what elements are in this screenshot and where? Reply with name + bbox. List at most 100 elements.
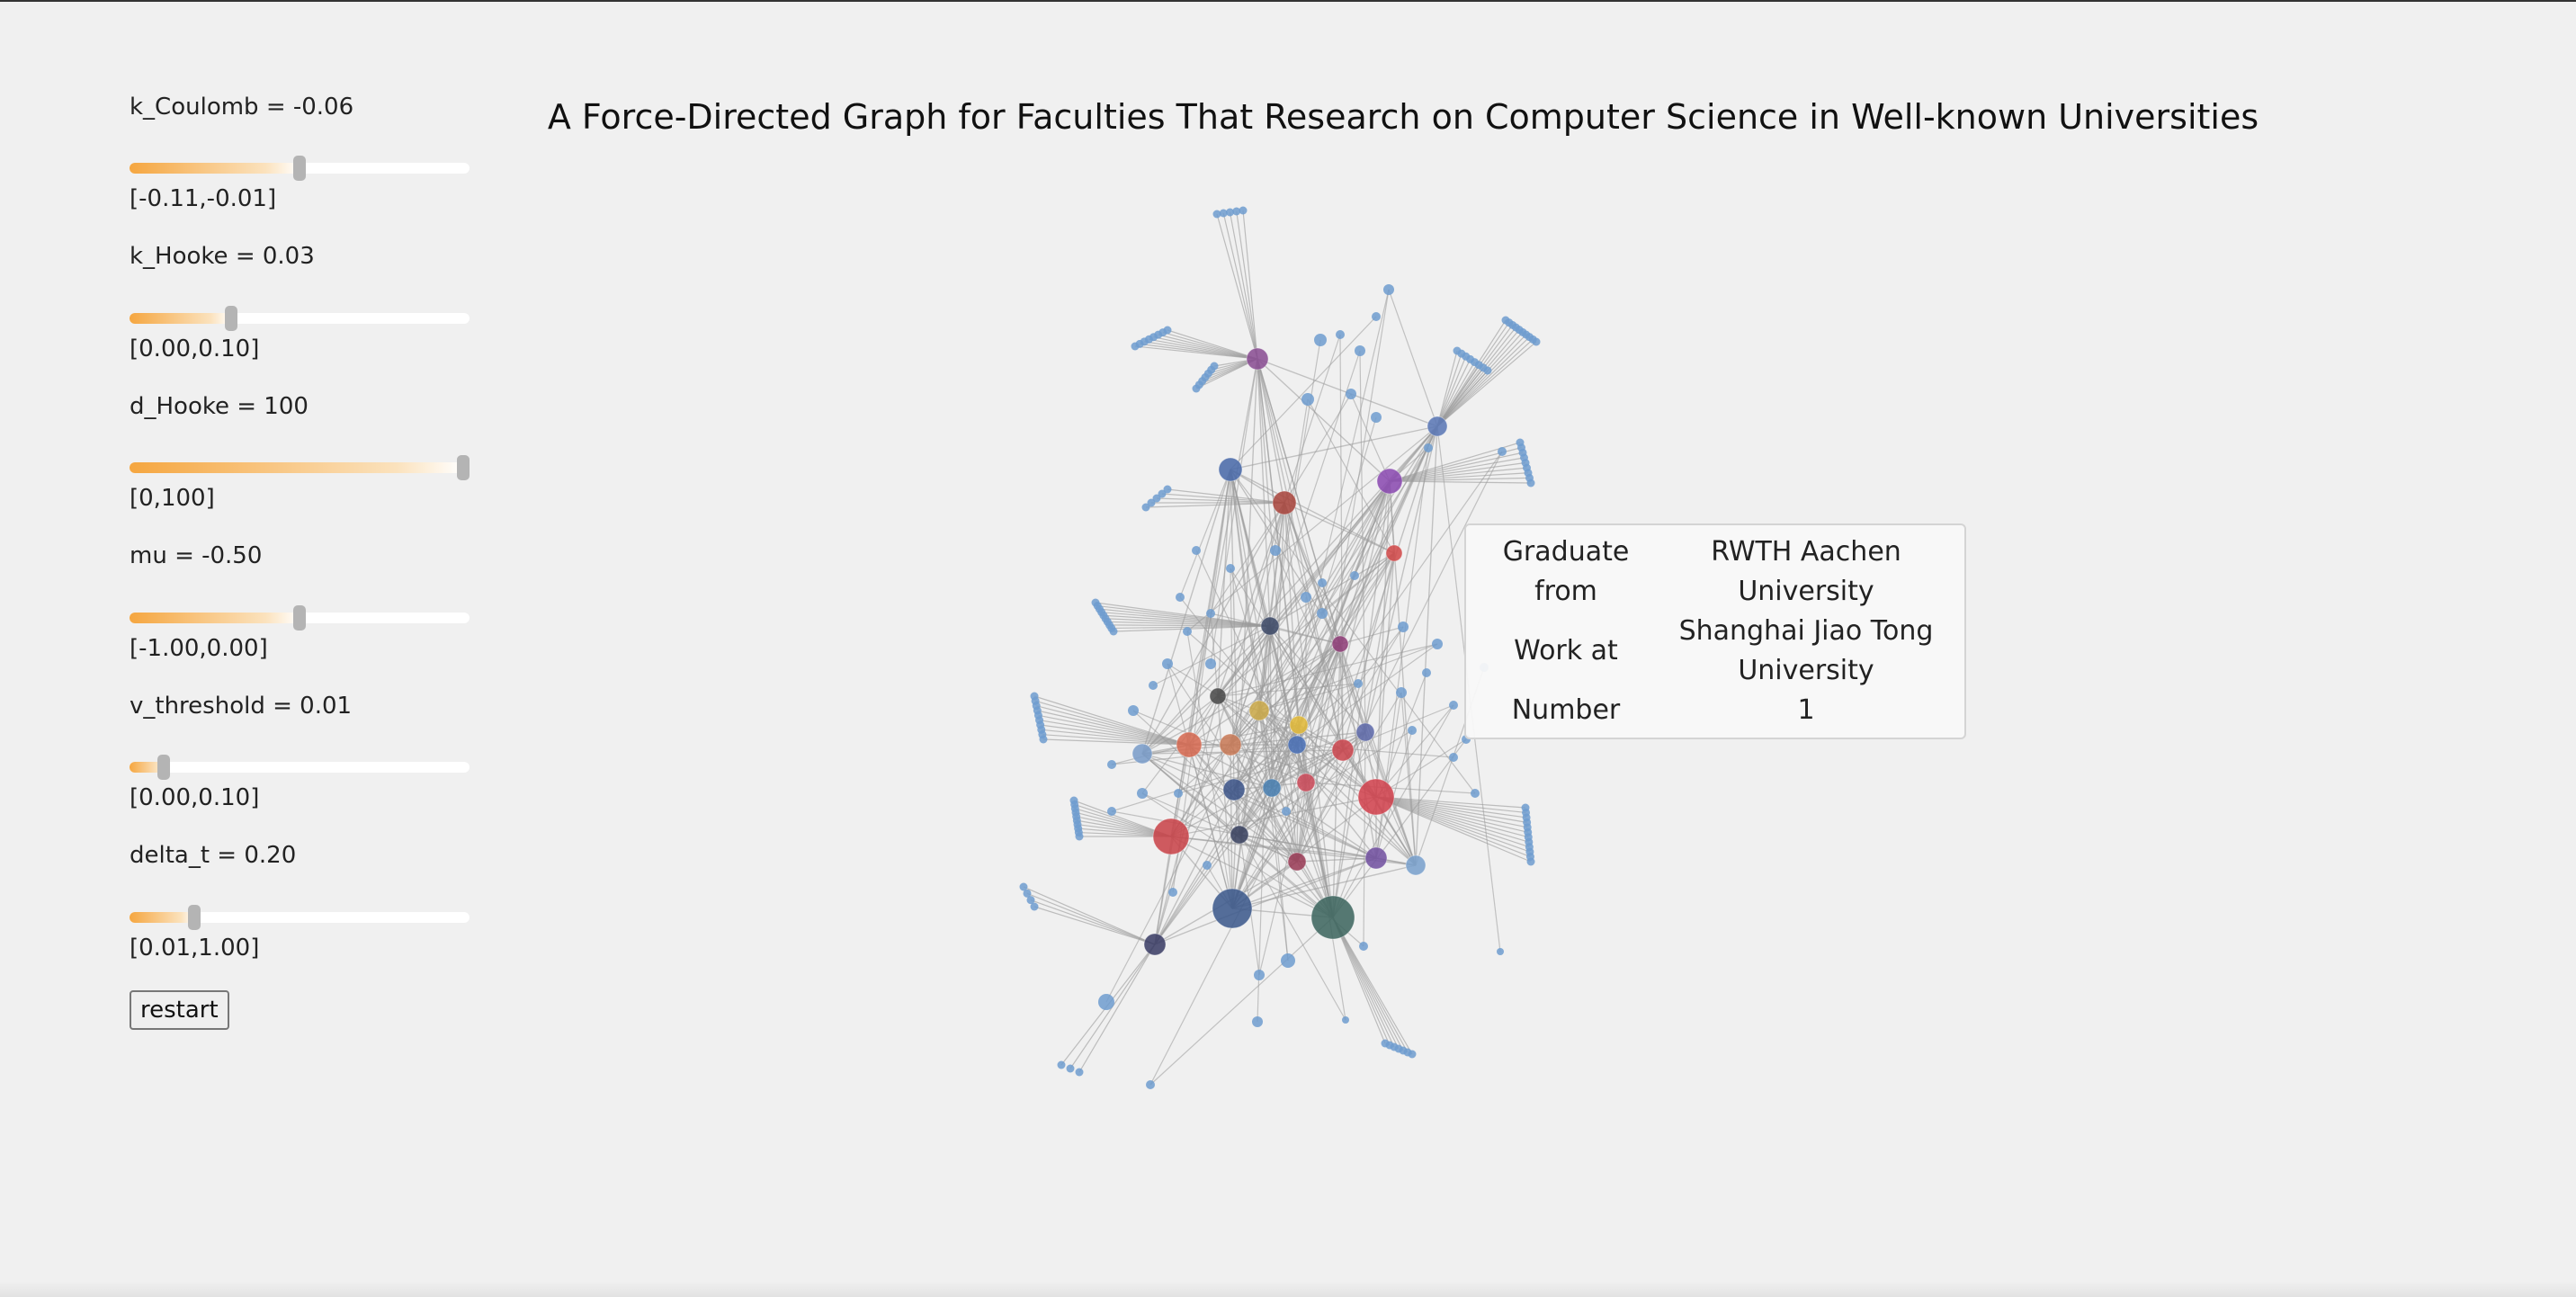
graph-node-university[interactable] (1331, 738, 1355, 762)
graph-node[interactable] (1023, 889, 1032, 898)
graph-node[interactable] (1176, 593, 1185, 602)
delta-t-slider-thumb[interactable] (187, 905, 201, 930)
graph-node-university[interactable] (1296, 773, 1316, 792)
graph-node[interactable] (1152, 494, 1161, 503)
graph-node[interactable] (1226, 564, 1235, 573)
d-hooke-slider-thumb[interactable] (457, 455, 470, 480)
graph-node[interactable] (1128, 705, 1139, 716)
graph-node[interactable] (1252, 1016, 1263, 1027)
graph-node-university[interactable] (1364, 846, 1388, 870)
v-threshold-slider[interactable] (130, 755, 470, 780)
graph-node[interactable] (1019, 882, 1028, 891)
force-directed-graph[interactable] (944, 182, 1574, 1108)
graph-node[interactable] (1026, 896, 1035, 905)
graph-node[interactable] (1422, 668, 1431, 677)
k-hooke-slider-thumb[interactable] (225, 306, 238, 331)
graph-node-university[interactable] (1272, 490, 1297, 515)
graph-node[interactable] (1147, 498, 1156, 507)
v-threshold-slider-thumb[interactable] (157, 755, 170, 780)
graph-node[interactable] (1526, 857, 1535, 866)
graph-node[interactable] (1317, 608, 1328, 619)
graph-node[interactable] (1372, 312, 1381, 321)
graph-node[interactable] (1498, 447, 1507, 456)
graph-node[interactable] (1107, 760, 1116, 769)
graph-node-university[interactable] (1246, 347, 1269, 371)
graph-node[interactable] (1449, 701, 1458, 710)
graph-node[interactable] (1149, 681, 1158, 690)
graph-node[interactable] (1342, 1016, 1349, 1024)
graph-node-university[interactable] (1152, 818, 1190, 855)
graph-node[interactable] (1432, 639, 1443, 649)
graph-node-university[interactable] (1385, 544, 1403, 562)
graph-node[interactable] (1346, 389, 1356, 399)
graph-node[interactable] (1098, 994, 1114, 1010)
graph-node[interactable] (1057, 1060, 1066, 1069)
graph-node[interactable] (1075, 832, 1084, 841)
graph-node-university[interactable] (1176, 731, 1203, 758)
graph-node[interactable] (1318, 578, 1327, 587)
graph-node-university[interactable] (1222, 778, 1246, 801)
graph-node[interactable] (1205, 658, 1216, 669)
graph-node[interactable] (1109, 627, 1118, 636)
graph-node-university[interactable] (1219, 733, 1242, 756)
graph-node[interactable] (1350, 571, 1359, 580)
graph-node[interactable] (1030, 902, 1039, 911)
graph-node[interactable] (1210, 362, 1219, 371)
graph-node[interactable] (1039, 735, 1048, 744)
k-hooke-slider[interactable] (130, 306, 470, 331)
graph-node[interactable] (1226, 208, 1234, 217)
graph-node[interactable] (1396, 687, 1407, 698)
graph-node-university[interactable] (1310, 895, 1355, 940)
graph-node-university[interactable] (1131, 743, 1153, 765)
graph-node[interactable] (1371, 412, 1382, 423)
graph-node[interactable] (1301, 592, 1311, 603)
graph-node[interactable] (1239, 206, 1248, 215)
graph-node[interactable] (1483, 366, 1492, 375)
graph-node[interactable] (1471, 789, 1480, 798)
graph-node-university[interactable] (1287, 735, 1307, 755)
delta-t-slider[interactable] (130, 905, 470, 930)
k-coulomb-slider-thumb[interactable] (293, 156, 306, 181)
graph-node[interactable] (1212, 210, 1221, 219)
graph-node[interactable] (1203, 861, 1212, 870)
restart-button[interactable]: restart (130, 990, 229, 1030)
graph-node[interactable] (1183, 627, 1192, 636)
graph-node[interactable] (1282, 807, 1291, 816)
graph-node[interactable] (1281, 953, 1295, 968)
graph-node[interactable] (1141, 503, 1150, 512)
mu-slider-thumb[interactable] (293, 605, 306, 631)
graph-node-university[interactable] (1209, 687, 1227, 705)
graph-node[interactable] (1354, 679, 1363, 688)
graph-node[interactable] (1254, 970, 1265, 980)
graph-node[interactable] (1158, 489, 1167, 498)
graph-node[interactable] (1355, 345, 1365, 356)
graph-node[interactable] (1526, 479, 1535, 487)
graph-node[interactable] (1168, 888, 1177, 897)
graph-node[interactable] (1146, 1080, 1155, 1089)
graph-node[interactable] (1107, 807, 1116, 816)
graph-node[interactable] (1314, 334, 1327, 346)
graph-node[interactable] (1137, 788, 1148, 799)
graph-node-university[interactable] (1218, 457, 1243, 482)
graph-node[interactable] (1424, 443, 1433, 452)
mu-slider[interactable] (130, 605, 470, 631)
graph-node[interactable] (1192, 546, 1201, 555)
graph-node-university[interactable] (1357, 778, 1395, 816)
graph-node-university[interactable] (1405, 854, 1427, 876)
graph-node-university[interactable] (1230, 825, 1249, 845)
graph-node[interactable] (1066, 1064, 1075, 1073)
graph-node[interactable] (1408, 1050, 1417, 1059)
graph-node[interactable] (1174, 789, 1183, 798)
graph-node-university[interactable] (1289, 715, 1309, 735)
graph-node[interactable] (1336, 330, 1345, 339)
graph-node[interactable] (1163, 485, 1172, 494)
graph-node-university[interactable] (1376, 468, 1403, 495)
k-coulomb-slider[interactable] (130, 156, 470, 181)
graph-node-university[interactable] (1262, 778, 1282, 798)
graph-node[interactable] (1383, 284, 1394, 295)
graph-node[interactable] (1398, 622, 1409, 632)
graph-node[interactable] (1219, 209, 1228, 218)
graph-node-university[interactable] (1260, 616, 1280, 636)
d-hooke-slider[interactable] (130, 455, 470, 480)
graph-node[interactable] (1075, 1068, 1084, 1077)
